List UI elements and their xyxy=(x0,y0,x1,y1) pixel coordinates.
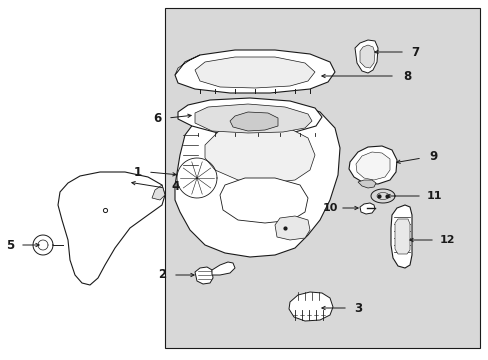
Polygon shape xyxy=(288,292,332,321)
Polygon shape xyxy=(357,180,375,188)
Polygon shape xyxy=(355,152,389,180)
Text: 10: 10 xyxy=(322,203,337,213)
Polygon shape xyxy=(359,203,374,214)
Text: 11: 11 xyxy=(426,191,441,201)
Text: 7: 7 xyxy=(410,45,418,59)
Polygon shape xyxy=(348,146,396,184)
Text: 2: 2 xyxy=(158,269,166,282)
Text: 1: 1 xyxy=(134,166,142,179)
Polygon shape xyxy=(212,262,235,275)
Text: 12: 12 xyxy=(438,235,454,245)
Polygon shape xyxy=(274,216,309,240)
Text: 3: 3 xyxy=(353,302,361,315)
Polygon shape xyxy=(220,178,307,223)
Text: 4: 4 xyxy=(171,180,180,193)
Text: 5: 5 xyxy=(6,239,14,252)
Bar xyxy=(164,8,479,348)
Polygon shape xyxy=(152,185,164,200)
Polygon shape xyxy=(175,55,200,75)
Text: 9: 9 xyxy=(428,149,436,162)
Text: 6: 6 xyxy=(153,112,161,125)
Polygon shape xyxy=(204,123,314,183)
Polygon shape xyxy=(175,50,334,93)
Polygon shape xyxy=(195,104,311,133)
Polygon shape xyxy=(359,45,374,68)
Polygon shape xyxy=(175,100,339,257)
Polygon shape xyxy=(390,205,411,268)
Polygon shape xyxy=(394,219,409,254)
Polygon shape xyxy=(195,267,213,284)
Polygon shape xyxy=(229,112,278,131)
Polygon shape xyxy=(195,57,314,88)
Polygon shape xyxy=(178,98,321,135)
Text: 8: 8 xyxy=(402,69,410,82)
Polygon shape xyxy=(354,40,377,73)
Polygon shape xyxy=(58,172,164,285)
